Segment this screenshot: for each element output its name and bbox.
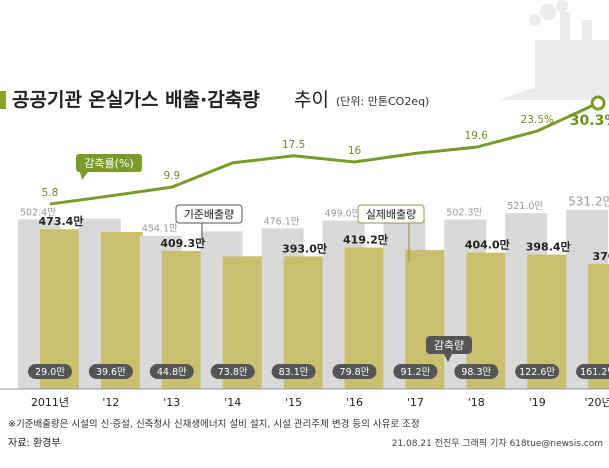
rate-value-label: 19.6 [465,130,489,142]
rate-value-label: 23.5% [521,114,554,126]
reduction-callout-label: 감축량 [434,339,464,352]
reduction-pill [88,364,133,379]
reduction-pill [210,364,255,379]
x-tick-label: '13 [163,396,180,409]
reduction-pill [515,364,560,379]
x-tick-label: '18 [468,396,485,409]
baseline-value-label: 454.1만 [142,224,178,235]
actual-value-label: 398.4만 [526,240,571,254]
x-tick-label: '12 [102,396,119,409]
actual-value-label: 473.4만 [39,214,84,228]
baseline-value-label: 502.3만 [446,207,482,218]
rate-value-label: 5.8 [42,187,59,199]
rate-value-label: 17.5 [282,139,305,151]
baseline-value-label: 476.1만 [264,216,300,227]
rate-value-label: 30.3% [570,113,609,129]
reduction-value-label: 29.0만 [35,367,65,378]
reduction-callout: 감축량 [426,336,472,362]
credit-label: 21.08.21 전진우 그래픽 기자 618tue@newsis.com [392,438,603,449]
reduction-pill [393,364,438,379]
reduction-pill [149,364,194,379]
x-tick-label: '16 [346,396,363,409]
x-tick-label: '14 [224,396,241,409]
reduction-pill [576,364,609,379]
reduction-value-label: 98.3만 [461,367,491,378]
actual-bar [100,231,143,389]
reduction-value-label: 79.8만 [340,367,370,378]
reduction-value-label: 39.6만 [96,367,126,378]
factory-icon [500,0,609,100]
reduction-value-label: 44.8만 [157,367,187,378]
reduction-layer: 29.0만 39.6만 44.8만 73.8만 83.1만 79.8만 91.2만 98.3만… [28,364,609,379]
reduction-pill [271,364,316,379]
actual-callout: 실제배출량 [357,204,425,262]
reduction-value-label: 91.2만 [400,367,430,378]
x-tick-label: '20년 [585,396,609,409]
rate-callout: 감축률(%) [76,154,142,180]
actual-bar [588,264,609,389]
footnote: ※기준배출량은 시설의 신·증설, 신축청사 신재생에너지 설비 설치, 시설 … [8,418,420,430]
chart-title: 공공기관 온실가스 배출·감축량 [12,89,260,111]
reduction-value-label: 161.2만 [580,367,609,378]
reduction-value-label: 83.1만 [279,367,309,378]
baseline-value-label: 521.0만 [507,201,543,212]
x-tick-labels: 2011년 '12 '13 '14 '15 '16 '17 '18 '19 '20년 [31,396,609,409]
unit-label: (단위: 만톤CO2eq) [336,95,429,108]
actual-callout-label: 실제배출량 [366,208,417,221]
baseline-value-label: 531.2만 [568,195,609,209]
reduction-pill [454,364,499,379]
title-accent-bar [0,91,6,109]
baseline-callout: 기준배출량 [175,204,243,240]
actual-value-label: 393.0만 [282,241,327,255]
chart-title-suffix: 추이 [294,89,329,111]
x-tick-label: '15 [285,396,302,409]
actual-bar [40,229,82,389]
actual-value-label: 404.0만 [465,238,510,252]
x-tick-label: '17 [407,396,424,409]
reduction-pill [332,364,377,379]
rate-callout-label: 감축률(%) [84,157,133,170]
reduction-value-label: 73.8만 [218,367,248,378]
rate-line [49,101,599,206]
reduction-value-label: 122.6만 [519,367,555,378]
x-tick-label: 2011년 [31,396,69,409]
actual-value-label: 370만 [593,249,609,263]
rate-point-highlight [590,95,606,111]
baseline-callout-label: 기준배출량 [184,208,235,221]
x-tick-label: '19 [529,396,546,409]
baseline-value-label: 499.0만 [325,209,361,220]
rate-value-label: 16 [348,145,362,157]
source-label: 자료: 환경부 [8,436,61,449]
rate-line-layer: 5.8 9.9 17.5 16 19.6 23.5% 30.3% [42,95,609,206]
baseline-value-label: 502.4만 [20,207,56,218]
actual-value-label: 419.2만 [343,233,388,247]
reduction-pill [28,364,72,379]
bars-layer [18,209,609,389]
actual-value-label: 409.3만 [160,236,205,250]
rate-value-label: 9.9 [163,170,180,182]
